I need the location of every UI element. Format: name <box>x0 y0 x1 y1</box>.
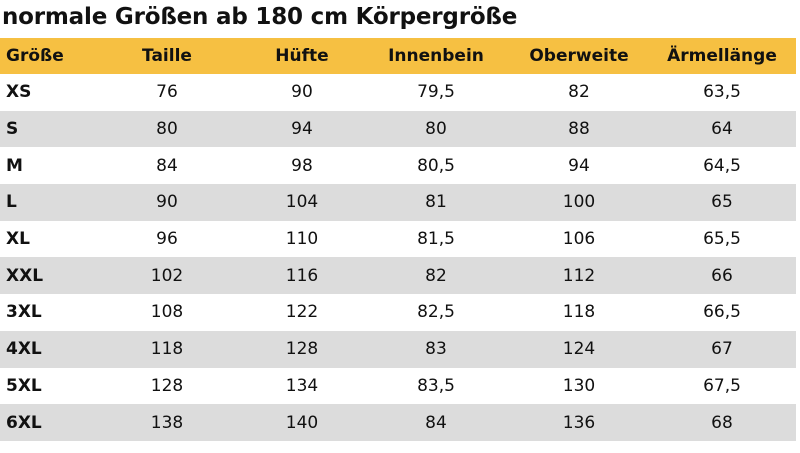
cell-inseam: 82 <box>362 257 510 295</box>
cell-waist: 80 <box>92 110 242 148</box>
table-row: L 90 104 81 100 65 <box>0 184 796 221</box>
cell-inseam: 79,5 <box>362 74 510 111</box>
cell-waist: 118 <box>92 330 242 368</box>
cell-chest: 124 <box>510 330 648 368</box>
cell-hip: 90 <box>242 74 362 111</box>
cell-chest: 130 <box>510 367 648 405</box>
cell-size: XXL <box>0 257 92 295</box>
cell-waist: 90 <box>92 184 242 221</box>
table-row: XL 96 110 81,5 106 65,5 <box>0 220 796 258</box>
cell-size: 6XL <box>0 404 92 441</box>
cell-waist: 108 <box>92 294 242 331</box>
cell-chest: 118 <box>510 294 648 331</box>
table-row: S 80 94 80 88 64 <box>0 110 796 148</box>
cell-size: XS <box>0 74 92 111</box>
cell-inseam: 82,5 <box>362 294 510 331</box>
cell-sleeve-length: 65,5 <box>648 220 796 258</box>
size-chart-table: Größe Taille Hüfte Innenbein Oberweite Ä… <box>0 38 796 441</box>
cell-hip: 98 <box>242 147 362 185</box>
cell-sleeve-length: 68 <box>648 404 796 441</box>
table-row: XXL 102 116 82 112 66 <box>0 257 796 295</box>
page-title: normale Größen ab 180 cm Körpergröße <box>2 4 518 30</box>
cell-hip: 110 <box>242 220 362 258</box>
cell-sleeve-length: 64,5 <box>648 147 796 185</box>
cell-chest: 106 <box>510 220 648 258</box>
cell-hip: 128 <box>242 330 362 368</box>
cell-waist: 128 <box>92 367 242 405</box>
cell-inseam: 81,5 <box>362 220 510 258</box>
table-header-row: Größe Taille Hüfte Innenbein Oberweite Ä… <box>0 38 796 74</box>
cell-hip: 104 <box>242 184 362 221</box>
header-inseam: Innenbein <box>362 38 510 74</box>
cell-size: 4XL <box>0 330 92 368</box>
table-row: M 84 98 80,5 94 64,5 <box>0 147 796 185</box>
cell-hip: 116 <box>242 257 362 295</box>
header-hip: Hüfte <box>242 38 362 74</box>
cell-hip: 122 <box>242 294 362 331</box>
table-row: 6XL 138 140 84 136 68 <box>0 404 796 441</box>
cell-waist: 96 <box>92 220 242 258</box>
cell-size: XL <box>0 220 92 258</box>
cell-size: L <box>0 184 92 221</box>
cell-sleeve-length: 63,5 <box>648 74 796 111</box>
table-row: 5XL 128 134 83,5 130 67,5 <box>0 367 796 405</box>
cell-sleeve-length: 67 <box>648 330 796 368</box>
cell-chest: 94 <box>510 147 648 185</box>
cell-waist: 138 <box>92 404 242 441</box>
cell-inseam: 84 <box>362 404 510 441</box>
cell-waist: 84 <box>92 147 242 185</box>
cell-sleeve-length: 66,5 <box>648 294 796 331</box>
cell-hip: 134 <box>242 367 362 405</box>
cell-chest: 88 <box>510 110 648 148</box>
table-row: XS 76 90 79,5 82 63,5 <box>0 74 796 111</box>
header-chest: Oberweite <box>510 38 648 74</box>
cell-waist: 76 <box>92 74 242 111</box>
header-size: Größe <box>0 38 92 74</box>
cell-waist: 102 <box>92 257 242 295</box>
cell-sleeve-length: 66 <box>648 257 796 295</box>
cell-inseam: 80 <box>362 110 510 148</box>
cell-size: 5XL <box>0 367 92 405</box>
cell-inseam: 83,5 <box>362 367 510 405</box>
header-sleeve-length: Ärmellänge <box>648 38 796 74</box>
cell-inseam: 83 <box>362 330 510 368</box>
cell-chest: 82 <box>510 74 648 111</box>
cell-size: S <box>0 110 92 148</box>
cell-chest: 136 <box>510 404 648 441</box>
cell-hip: 94 <box>242 110 362 148</box>
table-row: 3XL 108 122 82,5 118 66,5 <box>0 294 796 331</box>
cell-sleeve-length: 67,5 <box>648 367 796 405</box>
cell-size: M <box>0 147 92 185</box>
cell-inseam: 80,5 <box>362 147 510 185</box>
cell-inseam: 81 <box>362 184 510 221</box>
cell-chest: 100 <box>510 184 648 221</box>
cell-hip: 140 <box>242 404 362 441</box>
table-body: XS 76 90 79,5 82 63,5 S 80 94 80 88 64 M 84 98 80,5 94 64… <box>0 74 796 441</box>
cell-sleeve-length: 64 <box>648 110 796 148</box>
cell-size: 3XL <box>0 294 92 331</box>
table-row: 4XL 118 128 83 124 67 <box>0 330 796 368</box>
header-waist: Taille <box>92 38 242 74</box>
cell-sleeve-length: 65 <box>648 184 796 221</box>
cell-chest: 112 <box>510 257 648 295</box>
